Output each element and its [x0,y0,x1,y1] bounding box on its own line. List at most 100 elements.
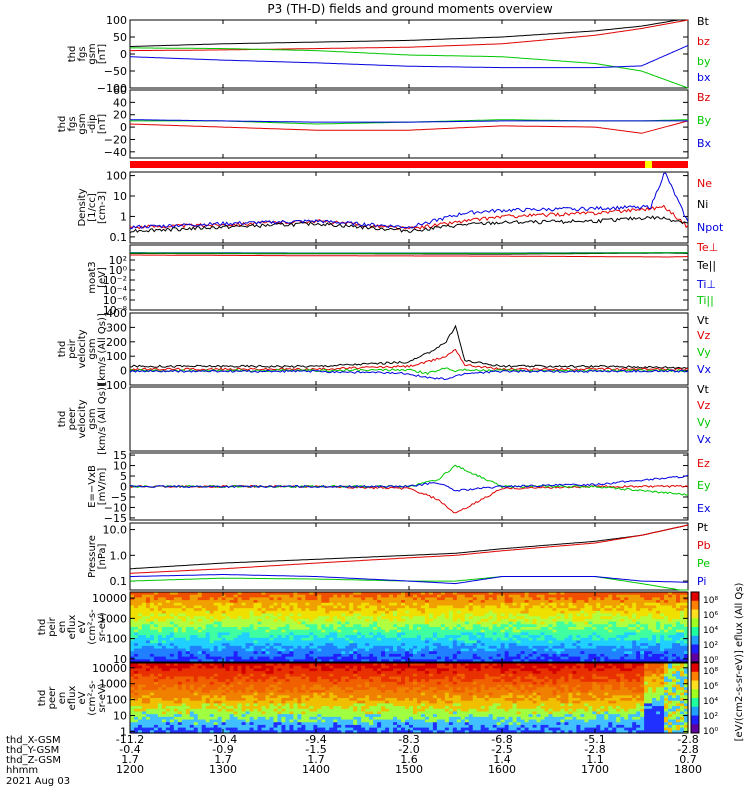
spectrogram-cell [329,627,334,631]
spectrogram-cell [544,643,550,647]
spectrogram-cell [440,618,446,623]
spectrogram-cell [197,640,203,644]
spectrogram-cell [428,653,434,658]
spectrogram-cell [600,648,605,652]
spectrogram-cell [273,635,279,639]
spectrogram-cell [185,659,191,663]
spectrogram-cell [229,605,235,609]
spectrogram-cell [309,656,314,660]
spectrogram-cell [488,594,494,598]
spectrogram-cell [476,616,482,620]
spectrogram-cell [580,653,585,658]
spectrogram-cell [265,624,271,628]
spectrogram-cell [329,608,334,612]
spectrogram-cell [512,602,518,607]
spectrogram-cell [189,627,195,631]
spectrogram-cell [221,722,227,726]
spectrogram-cell [293,643,298,647]
spectrogram-cell [193,711,199,715]
spectrogram-cell [157,659,163,663]
spectrogram-cell [588,613,593,617]
spectrogram-cell [397,629,402,633]
spectrogram-cell [317,610,322,615]
spectrogram-cell [213,698,219,702]
spectrogram-cell [628,659,633,663]
spectrogram-cell [153,716,159,721]
spectrogram-cell [277,687,283,691]
spectrogram-cell [233,653,239,658]
spectrogram-cell [357,602,362,607]
spectrogram-cell [237,716,243,721]
spectrogram-cell [173,708,179,713]
spectrogram-cell [241,719,247,723]
spectrogram-cell [305,629,310,633]
spectrogram-cell [640,600,645,604]
spectrogram-cell [185,616,191,620]
spectrogram-cell [325,602,330,607]
spectrogram-cell [436,643,442,647]
spectrogram-cell [385,627,390,631]
spectrogram-cell [412,621,418,625]
spectrogram-cell [137,656,143,660]
spectrogram-cell [676,651,681,655]
spectrogram-cell [181,681,187,686]
spectrogram-cell [596,613,601,617]
spectrogram-cell [409,618,414,623]
spectrogram-cell [656,651,661,655]
spectrogram-cell [444,621,450,625]
spectrogram-cell [488,640,494,644]
spectrogram-cell [345,645,350,650]
y-tick-label: 10.0 [103,524,128,537]
spectrogram-cell [584,605,589,609]
spectrogram-cell [604,594,609,598]
spectrogram-cell [217,627,223,631]
spectrogram-cell [640,624,645,628]
spectrogram-cell [337,656,342,660]
spectrogram-cell [484,645,490,650]
spectrogram-cell [365,629,370,633]
spectrogram-cell [209,684,215,688]
spectrogram-cell [684,656,689,660]
spectrogram-cell [684,645,689,650]
spectrogram-cell [576,616,581,620]
spectrogram-cell [137,695,143,699]
spectrogram-cell [564,597,570,601]
spectrogram-cell [169,616,175,620]
spectrogram-cell [317,594,322,598]
spectrogram-cell [564,605,570,609]
panel-peer_en_eflux: 100001000100101thdpeerenefluxeV(cm²-s-sr… [37,662,689,738]
spectrogram-cell [201,608,207,612]
spectrogram-cell [265,616,271,620]
spectrogram-cell [452,643,458,647]
spectrogram-cell [592,597,597,601]
spectrogram-cell [588,629,593,633]
spectrogram-cell [664,608,669,612]
spectrogram-cell [337,653,342,658]
spectrogram-cell [205,635,211,639]
spectrogram-cell [472,621,478,625]
spectrogram-cell [261,727,267,731]
spectrogram-cell [416,656,422,660]
spectrogram-cell [377,629,382,633]
spectrogram-cell [560,597,566,601]
spectrogram-cell [257,684,263,688]
spectrogram-cell [500,624,506,628]
spectrogram-cell [444,629,450,633]
spectrogram-cell [217,637,223,642]
spectrogram-cell [321,621,326,625]
spectrogram-cell [277,610,283,615]
spectrogram-cell [660,592,665,596]
spectrogram-cell [177,624,183,628]
spectrogram-cell [428,608,434,612]
spectrogram-cell [504,597,510,601]
spectrogram-cell [552,632,558,636]
spectrogram-cell [165,608,171,612]
spectrogram-cell [556,600,562,604]
spectrogram-cell [456,594,462,598]
spectrogram-cell [253,627,259,631]
y-axis-label-line: -dip [87,114,98,133]
spectrogram-cell [153,722,159,726]
spectrogram-cell [456,624,462,628]
spectrogram-cell [393,608,398,612]
spectrogram-cell [265,689,271,694]
